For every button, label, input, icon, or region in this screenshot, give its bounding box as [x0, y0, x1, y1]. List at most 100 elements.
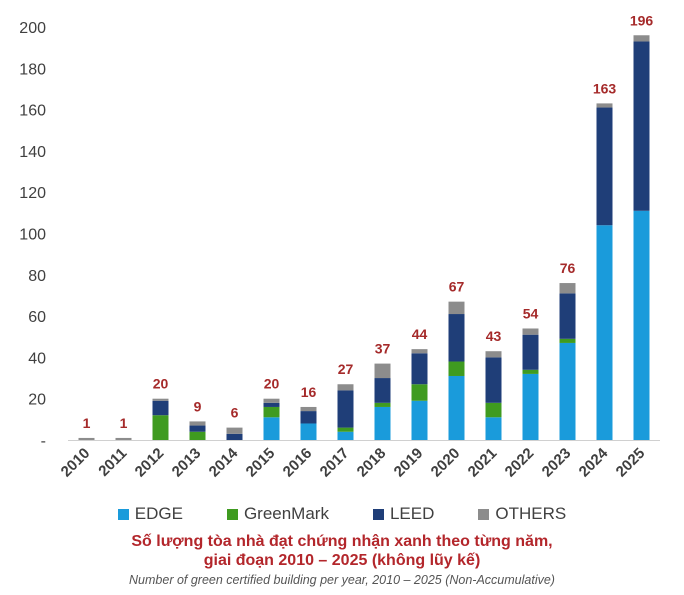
- bar-segment-greenmark-2015: [263, 406, 280, 418]
- bar-segment-greenmark-2018: [374, 402, 391, 407]
- bar-segment-greenmark-2022: [522, 369, 539, 374]
- total-label-2016: 16: [301, 384, 317, 400]
- bar-segment-greenmark-2021: [485, 402, 502, 418]
- bar-segment-leed-2013: [189, 425, 206, 432]
- bar-segment-edge-2015: [263, 417, 280, 440]
- y-tick-label: 160: [19, 103, 46, 120]
- bar-segment-leed-2021: [485, 357, 502, 403]
- total-label-2015: 20: [264, 376, 280, 392]
- legend-label-others: OTHERS: [495, 504, 567, 523]
- y-tick-label: -: [41, 433, 46, 450]
- bar-segment-edge-2021: [485, 417, 502, 440]
- bar-segment-others-2016: [300, 406, 317, 412]
- bar-segment-greenmark-2013: [189, 431, 206, 440]
- bar-segment-leed-2016: [300, 411, 317, 424]
- legend-item-leed: LEED: [372, 504, 435, 524]
- y-axis: 200 180 160 140 120 100 80 60 40 20 -: [19, 20, 46, 450]
- y-tick-label: 80: [28, 268, 46, 285]
- total-label-2021: 43: [486, 328, 502, 344]
- legend-label-greenmark: GreenMark: [243, 504, 329, 523]
- bar-segment-edge-2022: [522, 373, 539, 440]
- bar-segment-leed-2020: [448, 314, 465, 362]
- bar-segment-others-2019: [411, 349, 428, 354]
- bar-segment-edge-2024: [596, 225, 613, 440]
- x-tick-label-2025: 2025: [613, 445, 649, 481]
- legend-item-others: OTHERS: [478, 504, 566, 524]
- x-tick-label-2023: 2023: [539, 445, 575, 481]
- bar-segment-edge-2025: [633, 210, 650, 440]
- legend-item-edge: EDGE: [117, 504, 183, 524]
- chart-subtitle: Number of green certified building per y…: [129, 573, 555, 587]
- total-label-2019: 44: [412, 326, 428, 342]
- bar-segment-others-2022: [522, 328, 539, 335]
- bar-segment-edge-2016: [300, 423, 317, 440]
- x-tick-label-2018: 2018: [354, 445, 390, 481]
- total-label-2014: 6: [231, 405, 239, 421]
- bar-segment-leed-2017: [337, 390, 354, 428]
- bar-segment-edge-2020: [448, 375, 465, 440]
- total-label-2011: 1: [120, 415, 128, 431]
- bar-segment-edge-2018: [374, 406, 391, 440]
- total-labels: 1 1 20 9 6 20 16 27 37 44 67 43 54 76 163 196: [83, 12, 654, 431]
- bar-segment-others-2015: [263, 398, 280, 403]
- y-tick-label: 120: [19, 185, 46, 202]
- bar-segment-others-2023: [559, 283, 576, 294]
- bar-segment-others-2021: [485, 351, 502, 358]
- y-tick-label: 200: [19, 20, 46, 37]
- x-tick-label-2011: 2011: [95, 445, 130, 480]
- total-label-2010: 1: [83, 415, 91, 431]
- x-tick-label-2014: 2014: [206, 444, 242, 480]
- x-tick-label-2010: 2010: [58, 445, 94, 481]
- legend: EDGE GreenMark LEED OTHERS: [0, 503, 684, 525]
- bar-segment-leed-2019: [411, 353, 428, 385]
- bar-segment-edge-2019: [411, 400, 428, 440]
- bar-segment-leed-2014: [226, 433, 243, 440]
- x-tick-label-2017: 2017: [317, 445, 353, 481]
- bar-segment-leed-2024: [596, 107, 613, 226]
- x-tick-label-2016: 2016: [280, 445, 316, 481]
- bar-segment-edge-2017: [337, 431, 354, 440]
- total-label-2013: 9: [194, 398, 202, 414]
- x-tick-label-2012: 2012: [132, 445, 168, 481]
- x-tick-label-2013: 2013: [169, 445, 205, 481]
- total-label-2018: 37: [375, 341, 391, 357]
- total-label-2023: 76: [560, 260, 576, 276]
- bar-segment-leed-2023: [559, 293, 576, 339]
- bar-segment-greenmark-2019: [411, 384, 428, 401]
- bar-segment-leed-2018: [374, 378, 391, 403]
- legend-swatch-edge: [117, 508, 129, 520]
- bar-segment-leed-2025: [633, 41, 650, 211]
- y-tick-label: 180: [19, 61, 46, 78]
- legend-item-greenmark: GreenMark: [226, 504, 329, 524]
- bar-segment-edge-2023: [559, 342, 576, 440]
- x-axis: 2010 2011 2012 2013 2014 2015 2016 2017 2018 2019…: [58, 440, 660, 481]
- y-tick-label: 140: [19, 144, 46, 161]
- bar-segment-others-2014: [226, 427, 243, 434]
- x-tick-label-2024: 2024: [576, 444, 612, 480]
- legend-label-leed: LEED: [389, 504, 435, 523]
- x-tick-label-2019: 2019: [391, 445, 427, 481]
- bar-segment-others-2020: [448, 301, 465, 315]
- y-tick-label: 40: [28, 350, 46, 367]
- total-label-2012: 20: [153, 376, 169, 392]
- bar-segment-greenmark-2017: [337, 427, 354, 432]
- bar-segment-greenmark-2020: [448, 361, 465, 376]
- x-tick-label-2022: 2022: [502, 445, 538, 481]
- bar-segment-leed-2015: [263, 402, 280, 407]
- bar-segment-others-2010: [78, 437, 95, 440]
- chart-title: Số lượng tòa nhà đạt chứng nhận xanh the…: [0, 532, 684, 570]
- total-label-2024: 163: [593, 80, 617, 96]
- bar-segment-leed-2012: [152, 400, 169, 416]
- y-tick-label: 60: [28, 309, 46, 326]
- bar-segment-others-2013: [189, 421, 206, 426]
- x-tick-label-2015: 2015: [243, 445, 279, 481]
- legend-swatch-leed: [372, 508, 384, 520]
- bar-segment-others-2017: [337, 384, 354, 391]
- bar-segment-leed-2022: [522, 334, 539, 370]
- bar-segment-others-2018: [374, 363, 391, 379]
- chart-title-line-1: Số lượng tòa nhà đạt chứng nhận xanh the…: [131, 533, 553, 550]
- bar-segment-others-2025: [633, 35, 650, 42]
- total-label-2025: 196: [630, 12, 654, 28]
- bar-segment-greenmark-2012: [152, 415, 169, 440]
